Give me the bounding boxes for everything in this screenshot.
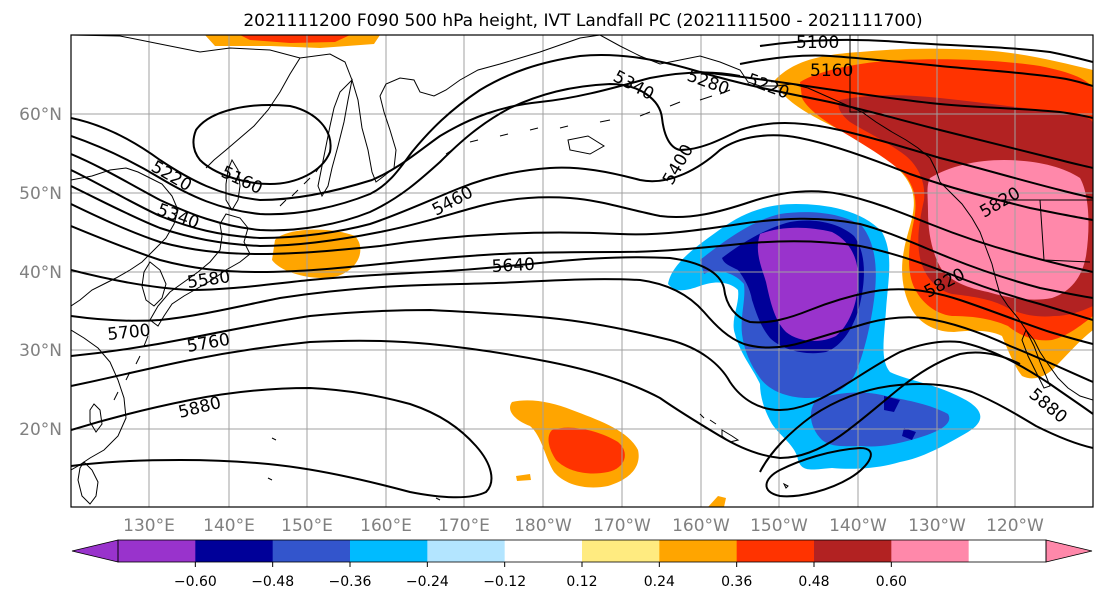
shade-hawaii-small-orange (516, 474, 531, 481)
colorbar-ticks (194, 562, 892, 567)
colorbar-cells (118, 540, 1047, 562)
figure-title: 2021111200 F090 500 hPa height, IVT Land… (243, 11, 922, 31)
lon-label: 150°W (750, 516, 808, 536)
colorbar-cell (736, 540, 815, 562)
contour-label: 5160 (810, 61, 853, 81)
latitude-labels: 60°N 50°N 40°N 30°N 20°N (19, 105, 62, 440)
coast-eastasia (71, 167, 179, 307)
colorbar-cell (891, 540, 970, 562)
lat-label: 40°N (19, 263, 62, 283)
colorbar-tick-label: 0.48 (798, 574, 829, 590)
coast-taiwan (89, 403, 103, 433)
colorbar-cell (272, 540, 351, 562)
colorbar-tick-label: −0.48 (251, 574, 294, 590)
coast-baja (1021, 328, 1051, 389)
gridlines (71, 35, 1093, 507)
contour-5220-ne (699, 71, 1093, 119)
colorbar-tick-labels: −0.60 −0.48 −0.36 −0.24 −0.12 0.12 0.24 … (174, 574, 907, 590)
contour-label: 5640 (491, 255, 535, 277)
lat-label: 50°N (19, 184, 62, 204)
colorbar: −0.60 −0.48 −0.36 −0.24 −0.12 0.12 0.24 … (71, 539, 1093, 590)
lon-label: 160°E (360, 516, 412, 536)
colorbar-cell (118, 540, 196, 562)
contour-5760 (71, 308, 1093, 415)
coast-hawaii (699, 413, 740, 443)
colorbar-cell (427, 540, 506, 562)
coast-ryukyu (113, 335, 149, 401)
colorbar-cell (350, 540, 428, 562)
coast-small-islands (267, 437, 789, 501)
colorbar-tick-label: −0.24 (406, 574, 449, 590)
height-contours (71, 38, 1093, 499)
colorbar-tick-label: 0.12 (566, 574, 597, 590)
colorbar-tick-label: 0.24 (644, 574, 675, 590)
lon-label: 170°W (593, 516, 651, 536)
coast-korea (141, 261, 167, 307)
coast-island-north (567, 135, 605, 155)
contour-5280 (71, 53, 1093, 216)
lat-label: 30°N (19, 341, 62, 361)
shade-japan-orange (272, 229, 361, 279)
coast-kamchatka (317, 78, 353, 198)
shade-neg-048-b (884, 396, 900, 412)
coast-japan (149, 213, 251, 327)
lon-label: 150°E (281, 516, 333, 536)
contour-5580 (71, 225, 1093, 321)
colorbar-min-extension (71, 539, 119, 563)
contour-5640 (71, 256, 1093, 345)
lon-label: 160°W (672, 516, 730, 536)
colorbar-tick-label: 0.36 (721, 574, 752, 590)
map-frame (70, 34, 1094, 508)
colorbar-max-extension (1045, 539, 1093, 563)
lon-label: 170°E (438, 516, 490, 536)
lon-label: 140°W (829, 516, 887, 536)
coast-kurils (279, 165, 321, 207)
contour-5220 (71, 71, 741, 202)
colorbar-cell (582, 540, 660, 562)
contour-label: 5100 (796, 33, 839, 53)
lon-label: 130°E (123, 516, 175, 536)
colorbar-tick-label: 0.60 (876, 574, 907, 590)
contour-5880-east (759, 383, 1093, 473)
coast-asia (71, 35, 601, 183)
contour-5880 (71, 386, 493, 499)
coast-philippines (77, 461, 99, 505)
coast-okhotsk (205, 57, 301, 169)
contour-5400 (71, 134, 1093, 240)
colorbar-cell (814, 540, 892, 562)
contour-5700 (71, 278, 1093, 383)
shade-bottom-yellow (708, 496, 726, 507)
shade-neg-060 (757, 227, 859, 341)
contour-5340 (71, 82, 1093, 232)
colorbar-tick-label: −0.60 (174, 574, 217, 590)
colorbar-cell (504, 540, 583, 562)
lon-label: 180°W (514, 516, 572, 536)
lat-label: 20°N (19, 420, 62, 440)
coast-china-south (71, 329, 127, 471)
contour-5880-loop (765, 446, 872, 498)
contour-5160-w (192, 104, 332, 186)
colorbar-cell (659, 540, 738, 562)
contour-5520 (71, 203, 1093, 299)
shade-neg-048-c (902, 428, 916, 440)
contour-5820 (71, 339, 1021, 460)
shade-top-red (240, 35, 350, 43)
lat-label: 60°N (19, 105, 62, 125)
lon-label: 140°E (203, 516, 255, 536)
longitude-labels: 130°E 140°E 150°E 160°E 170°E 180°W 170°… (123, 516, 1044, 536)
contour-5460 (71, 185, 1093, 273)
colorbar-cell (968, 540, 1047, 562)
coast-westcoast (939, 181, 1093, 401)
contour-label: 5700 (106, 321, 151, 345)
lon-label: 120°W (986, 516, 1044, 536)
contour-5100 (759, 38, 1093, 63)
colorbar-tick-label: −0.12 (483, 574, 526, 590)
contour-5160-ne (739, 54, 1093, 87)
colorbar-cell (195, 540, 274, 562)
colorbar-tick-label: −0.36 (329, 574, 372, 590)
shade-hawaii-red (548, 427, 625, 474)
lon-label: 130°W (908, 516, 966, 536)
